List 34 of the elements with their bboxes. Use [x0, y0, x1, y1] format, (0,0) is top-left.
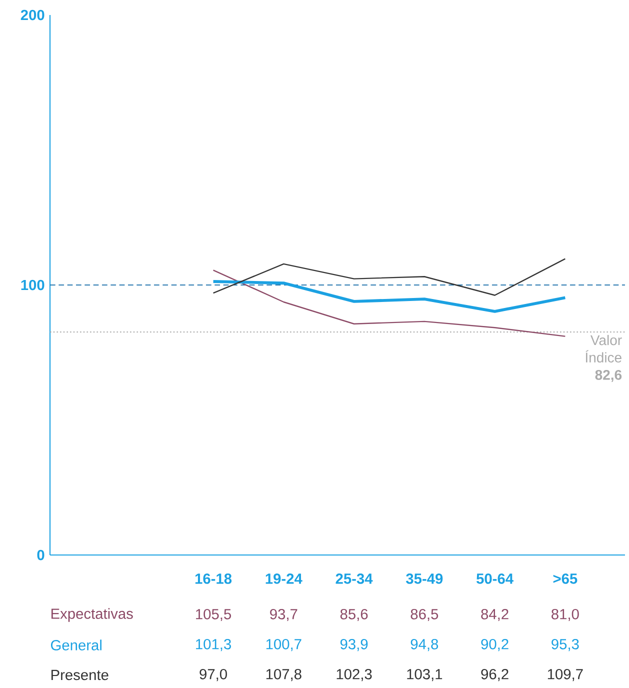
x-tick-label: >65 — [553, 574, 578, 584]
data-label: 81,0 — [552, 608, 579, 622]
data-label: 85,6 — [340, 608, 368, 622]
line-series — [212, 258, 566, 296]
y-tick-label: 100 — [21, 280, 44, 290]
data-label: 107,8 — [266, 668, 302, 682]
data-label: 109,7 — [548, 668, 583, 682]
text: Expectativas — [51, 608, 133, 622]
data-label: 96,2 — [481, 668, 508, 682]
y-tick-label: 0 — [37, 550, 44, 560]
text: Presente — [51, 670, 108, 680]
line-series — [212, 280, 567, 313]
data-label: 93,9 — [340, 638, 368, 652]
data-label: 97,0 — [200, 668, 227, 682]
x-tick-label: 19-24 — [266, 574, 302, 584]
x-tick-label: 16-18 — [195, 574, 232, 584]
data-label: 86,5 — [410, 608, 438, 622]
text: General — [51, 640, 102, 650]
y-tick-label: 200 — [20, 10, 44, 20]
x-tick-label: 25-34 — [336, 574, 373, 584]
data-label: 90,2 — [481, 638, 508, 652]
x-tick-label: 50-64 — [476, 574, 514, 584]
data-label: 93,7 — [270, 608, 298, 622]
data-label: 84,2 — [481, 608, 508, 622]
line-series — [212, 270, 566, 337]
data-label: 102,3 — [336, 668, 372, 682]
data-label: 95,3 — [552, 638, 579, 652]
x-tick-label: 35-49 — [406, 574, 443, 584]
data-label: 101,3 — [196, 638, 231, 652]
ref-line-label: Valor Índice 82,6 — [586, 334, 622, 382]
data-label: 105,5 — [196, 608, 231, 622]
data-label: 100,7 — [266, 638, 302, 652]
data-label: 94,8 — [410, 638, 438, 652]
data-label: 103,1 — [407, 668, 442, 682]
